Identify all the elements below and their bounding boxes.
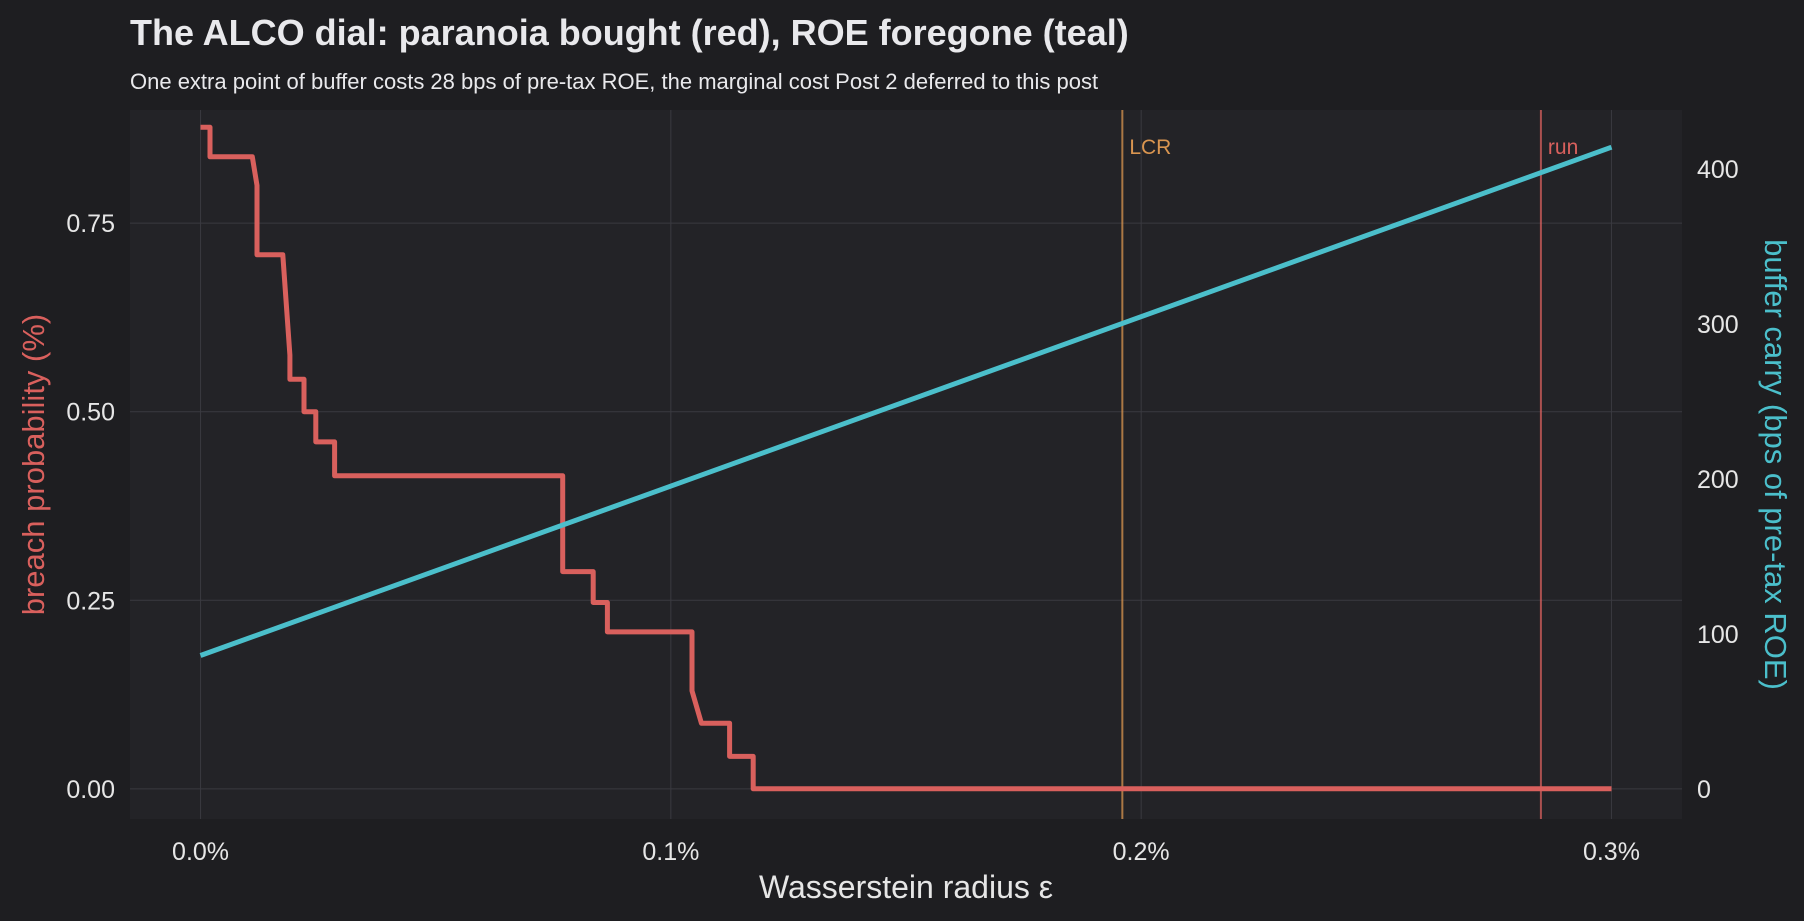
y-left-tick-label: 0.50: [66, 399, 115, 427]
y-right-tick-label: 0: [1697, 776, 1711, 804]
chart-subtitle: One extra point of buffer costs 28 bps o…: [130, 69, 1098, 94]
reference-label-run: run: [1548, 136, 1578, 159]
y-left-tick-label: 0.25: [66, 587, 115, 615]
grid: [130, 110, 1682, 819]
x-axis-label: Wasserstein radius ε: [759, 869, 1053, 905]
y-left-tick-label: 0.75: [66, 210, 115, 238]
series: [199, 124, 1613, 792]
y-right-tick-label: 300: [1697, 311, 1739, 339]
y-axis-left-label: breach probability (%): [16, 314, 51, 616]
x-tick-label: 0.0%: [172, 838, 229, 866]
y-axis-right-label: buffer carry (bps of pre-tax ROE): [1758, 239, 1793, 690]
x-tick-label: 0.3%: [1583, 838, 1640, 866]
tick-labels: 0.0% 0.1% 0.2% 0.3% 0.00 0.25 0.50 0.75 0 100 200 3…: [66, 156, 1738, 866]
plot-panel: [130, 110, 1682, 819]
breach-probability-line: [200, 124, 1612, 792]
x-tick-label: 0.1%: [642, 838, 699, 866]
chart-title: The ALCO dial: paranoia bought (red), RO…: [130, 12, 1129, 53]
x-tick-label: 0.2%: [1113, 838, 1170, 866]
y-right-tick-label: 100: [1697, 621, 1739, 649]
buffer-carry-line: [199, 144, 1613, 658]
y-right-tick-label: 400: [1697, 156, 1739, 184]
reference-label-lcr: LCR: [1129, 136, 1171, 159]
y-left-tick-label: 0.00: [66, 776, 115, 804]
reference-lines: LCR run: [1121, 110, 1578, 819]
y-right-tick-label: 200: [1697, 466, 1739, 494]
